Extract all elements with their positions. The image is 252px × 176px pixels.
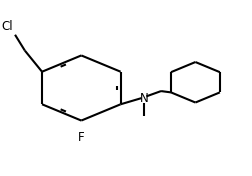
Text: F: F [78, 131, 84, 144]
Text: N: N [139, 92, 148, 105]
Text: Cl: Cl [1, 20, 13, 33]
